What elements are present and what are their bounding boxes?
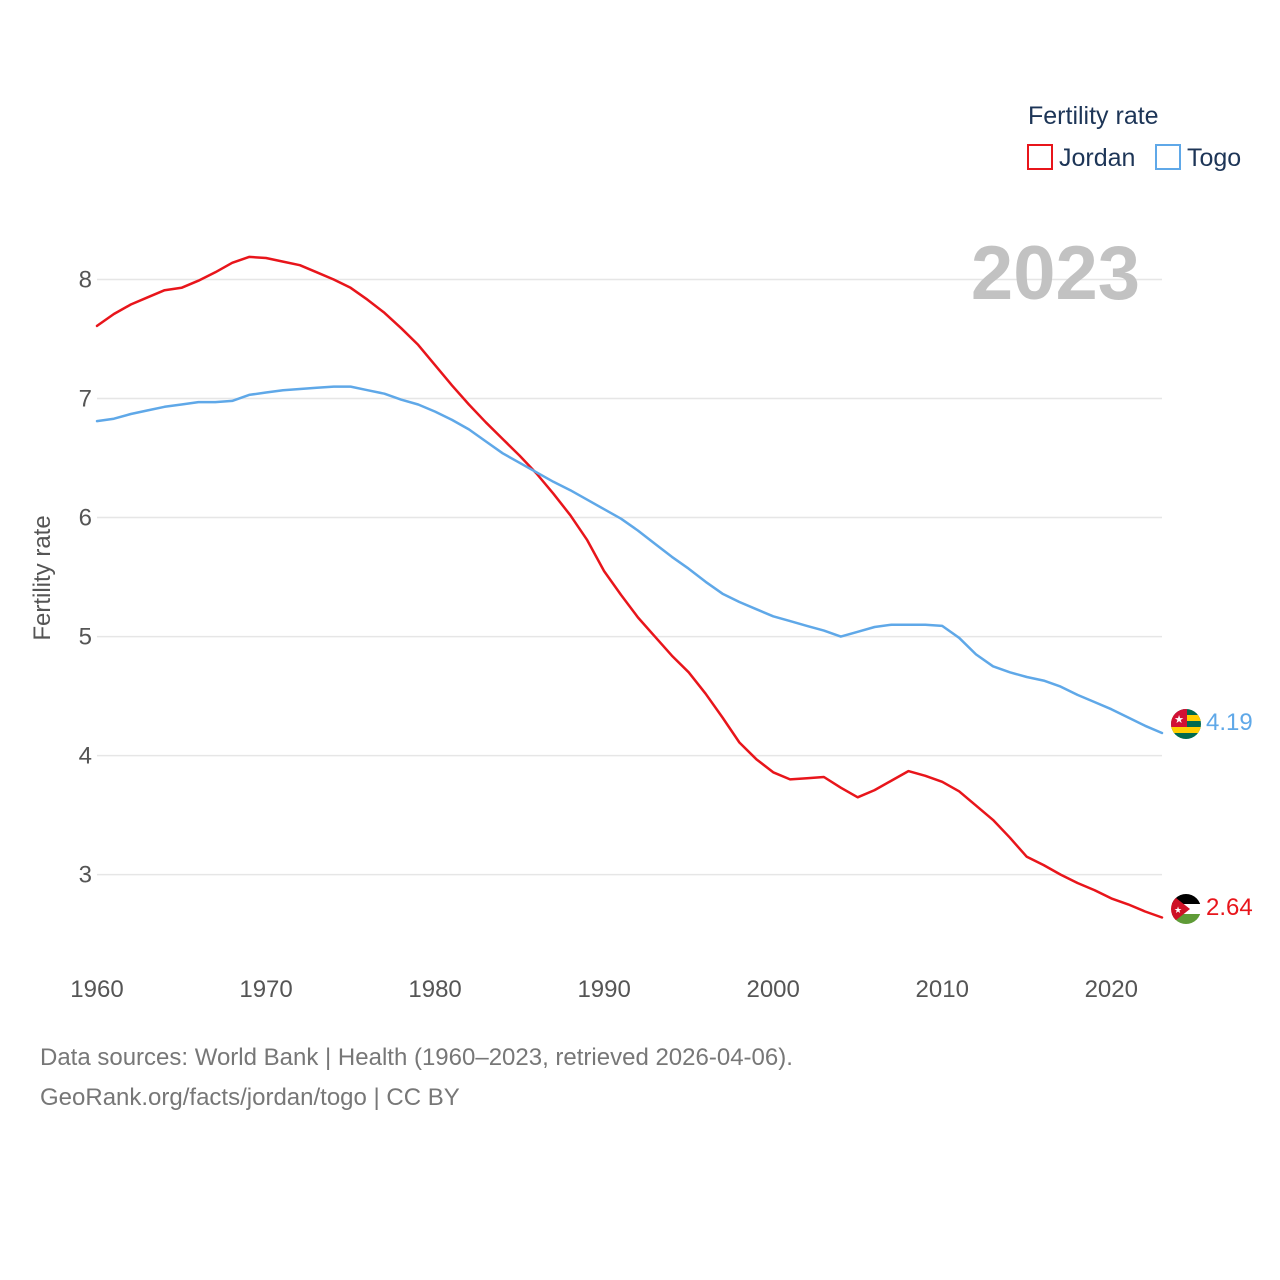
y-axis-tick-labels: 3 4 5 6 7 8 [79,266,92,888]
end-label-jordan: 2.64 [1206,894,1253,921]
legend-swatch-jordan[interactable] [1027,144,1053,170]
y-tick-label: 7 [79,386,92,413]
x-tick-label: 1980 [408,976,461,1003]
legend-label-togo[interactable]: Togo [1187,144,1241,172]
x-tick-label: 2020 [1085,976,1138,1003]
y-tick-label: 8 [79,266,92,293]
svg-text:★: ★ [1174,713,1184,726]
y-tick-label: 6 [79,505,92,532]
x-tick-label: 2010 [916,976,969,1003]
jordan-flag-icon: ★ [1171,894,1201,924]
x-tick-label: 2000 [746,976,799,1003]
series-line-jordan[interactable] [95,255,1164,919]
x-axis-tick-labels: 1960 1970 1980 1990 2000 2010 2020 [70,976,1138,1003]
x-tick-label: 1960 [70,976,123,1003]
x-tick-label: 1970 [239,976,292,1003]
legend-swatch-togo[interactable] [1155,144,1181,170]
legend: Fertility rate Jordan Togo [1027,102,1241,172]
series-lines [95,255,1164,919]
gridlines [97,278,1162,876]
year-watermark: 2023 [971,231,1140,316]
legend-title: Fertility rate [1028,102,1159,130]
end-label-togo: 4.19 [1206,709,1253,736]
footer-source: Data sources: World Bank | Health (1960–… [40,1044,793,1071]
footer-credit[interactable]: GeoRank.org/facts/jordan/togo | CC BY [40,1084,460,1111]
y-tick-label: 4 [79,743,92,770]
y-tick-label: 3 [79,862,92,889]
y-tick-label: 5 [79,624,92,651]
togo-flag-icon: ★ [1171,709,1201,739]
series-line-togo[interactable] [95,385,1164,735]
y-axis-label: Fertility rate [29,515,56,640]
x-tick-label: 1990 [577,976,630,1003]
legend-label-jordan[interactable]: Jordan [1059,144,1135,172]
svg-text:★: ★ [1174,906,1182,916]
